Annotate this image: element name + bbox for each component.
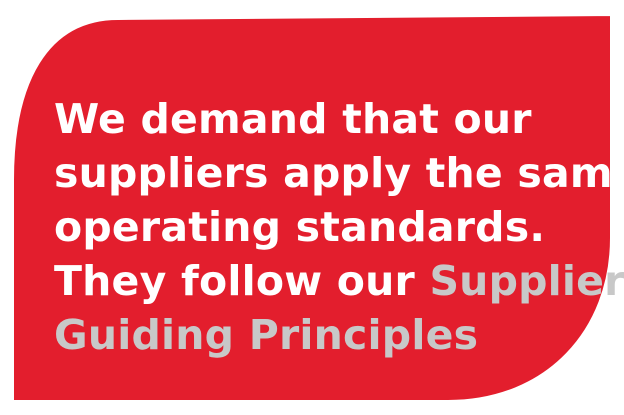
quote-line-2: suppliers apply the same	[54, 149, 624, 197]
supplier-guiding-principles-link-part1[interactable]: Supplier	[429, 257, 624, 305]
quote-line-4-prefix: They follow our	[54, 257, 430, 305]
supplier-guiding-principles-link-part2[interactable]: Guiding Principles	[54, 311, 479, 359]
quote-text: We demand that our suppliers apply the s…	[54, 92, 624, 362]
quote-line-5: Guiding Principles	[54, 308, 599, 362]
quote-line-4: They follow our Supplier	[54, 254, 624, 308]
quote-line-1: We demand that our	[54, 95, 532, 143]
quote-line-3: operating standards.	[54, 203, 546, 251]
red-leaf-fill	[10, 11, 614, 404]
